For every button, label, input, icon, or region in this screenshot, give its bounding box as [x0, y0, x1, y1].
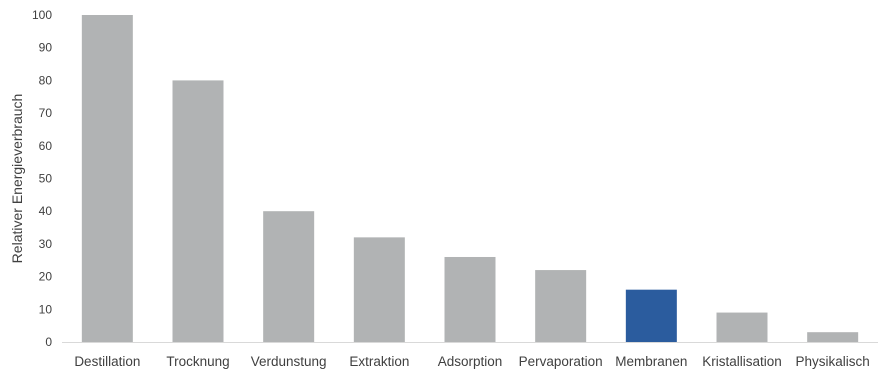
- bars-group: [81, 15, 859, 343]
- x-tick-label: Extraktion: [349, 354, 409, 369]
- bar-adsorption: [444, 256, 496, 342]
- x-tick-label: Physikalisch: [796, 354, 870, 369]
- x-tick-label: Trocknung: [166, 354, 229, 369]
- bar-destillation: [81, 15, 133, 342]
- bar-trocknung: [172, 80, 224, 343]
- y-tick-label: 100: [32, 8, 52, 22]
- x-tick-label: Membranen: [615, 354, 687, 369]
- x-tick-label: Destillation: [74, 354, 140, 369]
- y-tick-label: 70: [39, 106, 53, 120]
- bar-pervaporation: [535, 270, 587, 342]
- y-axis-ticks: 0 10 20 30 40 50 60 70 80 90 100: [32, 8, 52, 349]
- bar-membranen: [625, 289, 677, 342]
- y-tick-label: 10: [39, 302, 53, 316]
- x-tick-label: Verdunstung: [251, 354, 327, 369]
- bar-physikalisch: [807, 332, 859, 342]
- y-tick-label: 60: [39, 139, 53, 153]
- x-tick-label: Kristallisation: [702, 354, 782, 369]
- y-tick-label: 40: [39, 204, 53, 218]
- bar-kristallisation: [716, 312, 768, 342]
- y-tick-label: 90: [39, 41, 53, 55]
- y-axis-title: Relativer Energieverbrauch: [9, 94, 25, 264]
- y-tick-label: 0: [45, 335, 52, 349]
- y-tick-label: 20: [39, 270, 53, 284]
- bar-extraktion: [353, 237, 405, 342]
- x-axis-labels: Destillation Trocknung Verdunstung Extrakti…: [74, 354, 869, 369]
- y-tick-label: 50: [39, 172, 53, 186]
- y-tick-label: 30: [39, 237, 53, 251]
- y-tick-label: 80: [39, 73, 53, 87]
- x-tick-label: Pervaporation: [519, 354, 603, 369]
- bar-verdunstung: [263, 211, 315, 342]
- x-tick-label: Adsorption: [438, 354, 503, 369]
